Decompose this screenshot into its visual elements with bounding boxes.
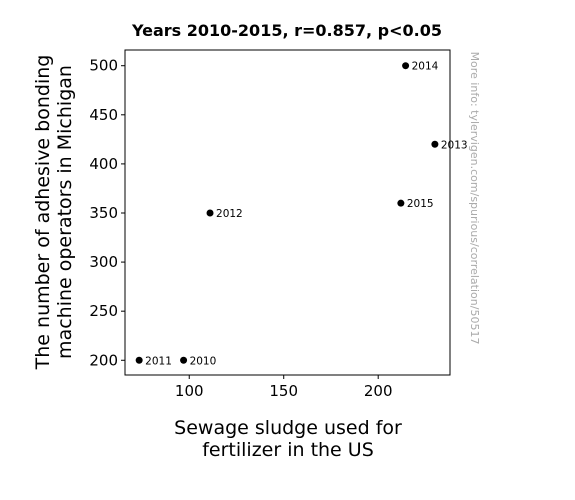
data-point: [180, 356, 188, 364]
y-tick-label: 500: [89, 57, 118, 75]
y-tick-label: 250: [89, 302, 118, 320]
data-point: [135, 356, 143, 364]
data-point: [431, 140, 439, 148]
data-point-label: 2010: [190, 355, 217, 367]
data-point: [206, 209, 214, 217]
chart-title: Years 2010-2015, r=0.857, p<0.05: [131, 21, 442, 40]
y-tick-label: 400: [89, 155, 118, 173]
x-axis-label-line-1: Sewage sludge used for: [174, 417, 402, 439]
data-point: [402, 62, 410, 70]
y-axis-ticks: 200 250 300 350 400 450 500: [89, 57, 125, 369]
x-tick-label: 200: [364, 382, 393, 400]
data-point-label: 2013: [441, 139, 468, 151]
data-point: [397, 199, 405, 207]
data-point-label: 2011: [145, 355, 172, 367]
y-tick-label: 450: [89, 106, 118, 124]
data-point-label: 2015: [407, 198, 434, 210]
data-points: 2010 2011 2012 2013 2014 2015: [135, 61, 468, 367]
y-tick-label: 200: [89, 351, 118, 369]
x-axis-ticks: 100 150 200: [175, 375, 393, 400]
x-tick-label: 150: [269, 382, 298, 400]
data-point-label: 2012: [216, 208, 243, 220]
x-tick-label: 100: [175, 382, 204, 400]
x-axis-label-line-2: fertilizer in the US: [202, 439, 374, 461]
y-axis-label-line-2: machine operators in Michigan: [54, 65, 76, 359]
y-tick-label: 350: [89, 204, 118, 222]
y-axis-label-line-1: The number of adhesive bonding: [32, 55, 54, 371]
plot-area: [124, 49, 451, 376]
watermark-text: More info: tylervigen.com/spurious/corre…: [468, 52, 481, 345]
y-tick-label: 300: [89, 253, 118, 271]
data-point-label: 2014: [412, 61, 439, 73]
